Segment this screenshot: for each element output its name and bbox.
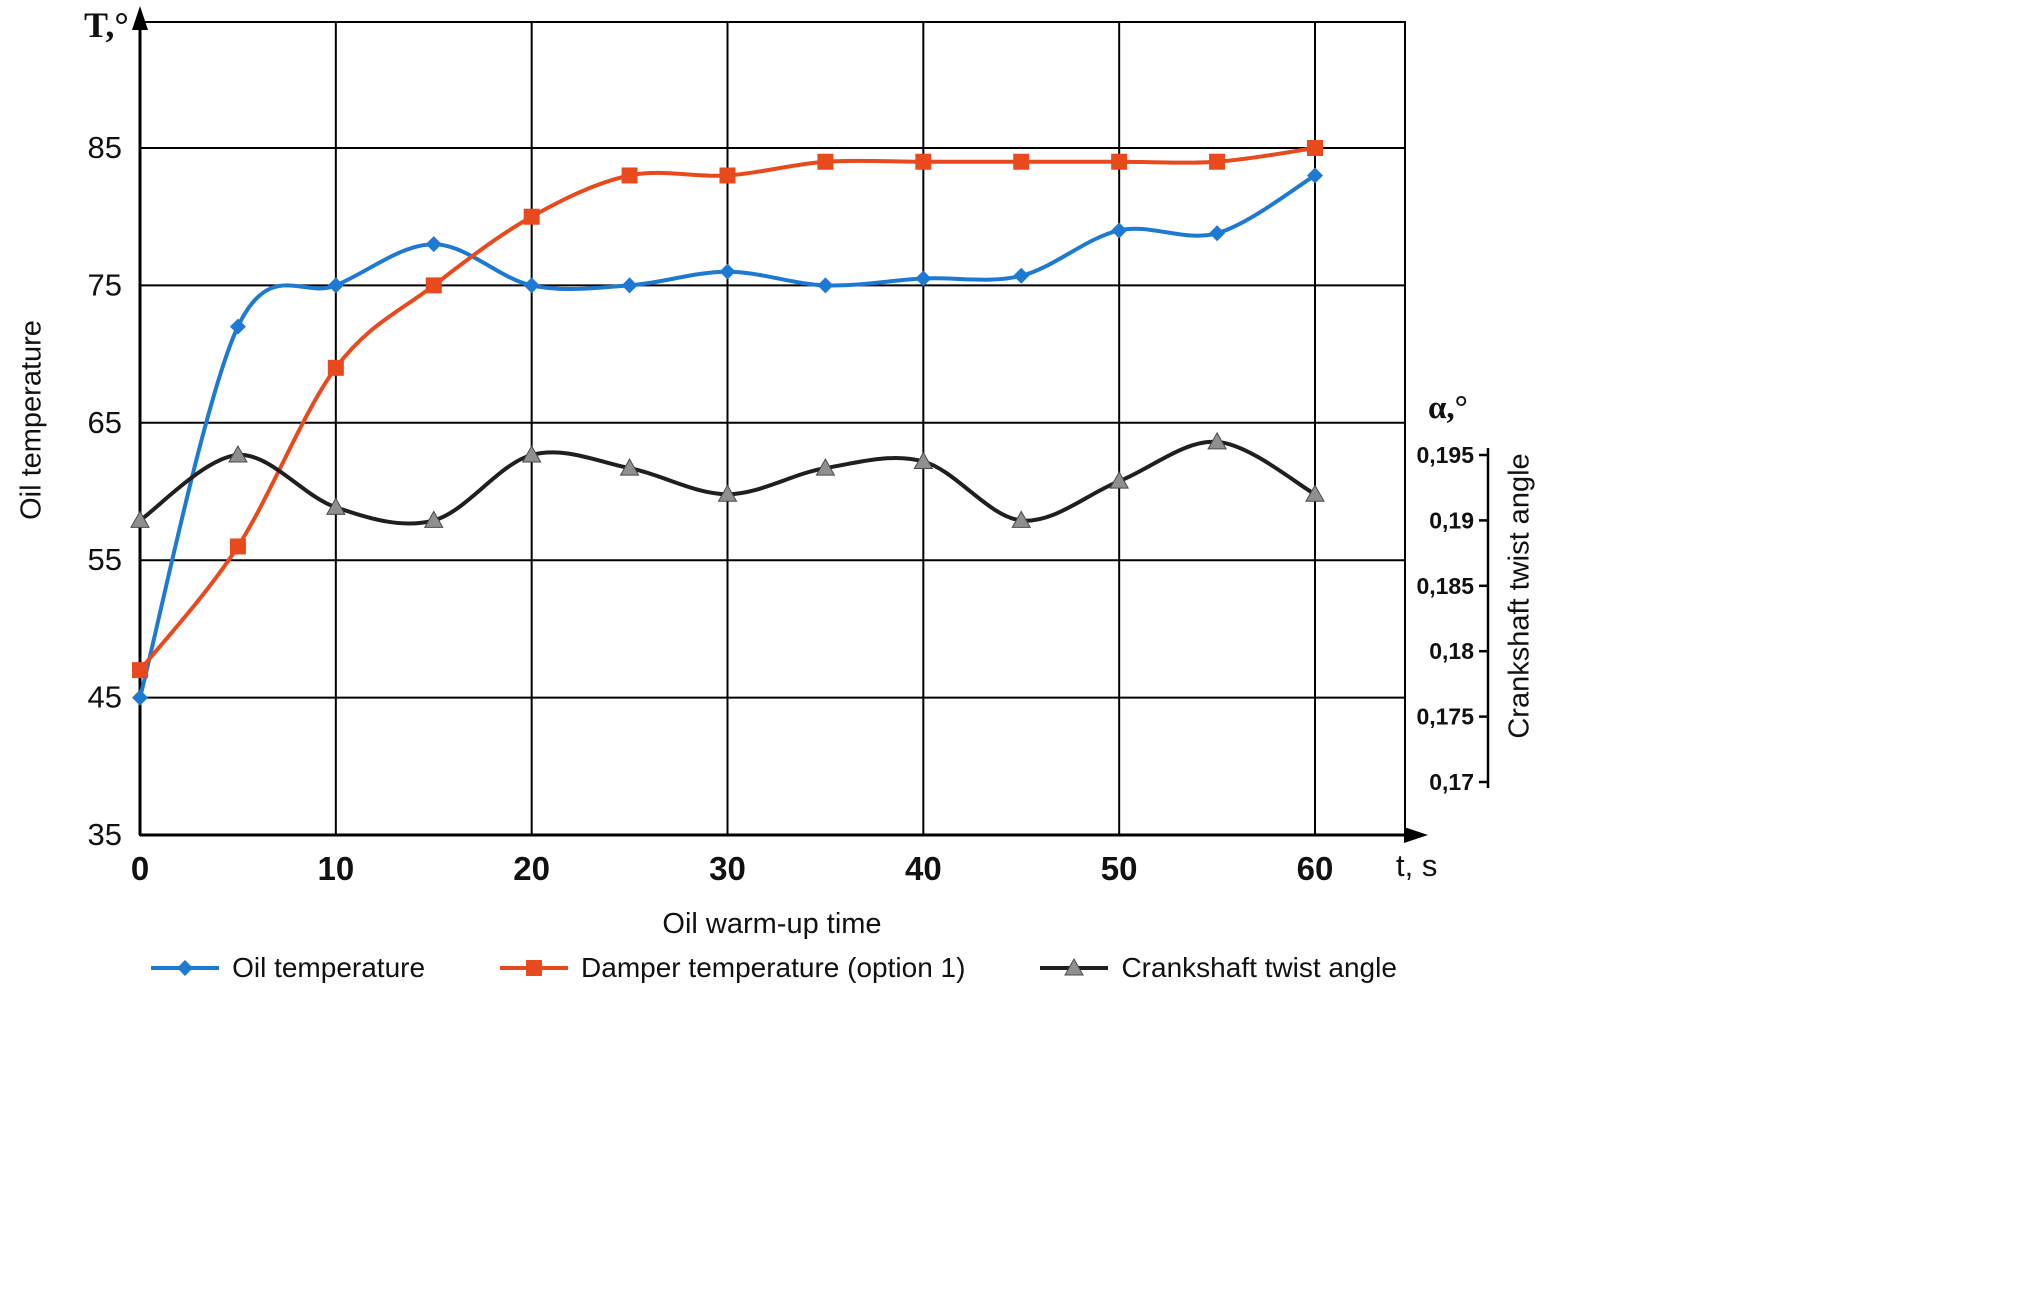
legend-label-damper-temperature: Damper temperature (option 1)	[581, 952, 966, 983]
left-axis-title: Oil temperature	[15, 320, 48, 520]
svg-text:60: 60	[1297, 850, 1334, 887]
svg-text:50: 50	[1101, 850, 1138, 887]
svg-text:45: 45	[88, 680, 122, 715]
right-axis-symbol: α,°	[1428, 390, 1468, 426]
legend-item-crankshaft-twist-angle: Crankshaft twist angle	[1037, 952, 1397, 984]
svg-text:55: 55	[88, 542, 122, 577]
legend-marker-oil-temperature	[151, 960, 220, 976]
right-axis-title: Crankshaft twist angle	[1503, 453, 1536, 739]
legend-label-crankshaft-twist-angle: Crankshaft twist angle	[1121, 952, 1397, 983]
legend-marker-crankshaft-twist-angle	[1040, 957, 1109, 976]
svg-text:0,17: 0,17	[1429, 769, 1474, 795]
legend-marker-damper-temperature	[500, 960, 569, 976]
svg-text:10: 10	[317, 850, 354, 887]
svg-text:65: 65	[88, 405, 122, 440]
svg-text:75: 75	[88, 267, 122, 302]
x-axis-symbol: t, s	[1396, 848, 1438, 883]
svg-text:0: 0	[131, 850, 149, 887]
x-axis-title: Oil warm-up time	[662, 908, 882, 940]
svg-text:85: 85	[88, 130, 122, 165]
svg-text:40: 40	[905, 850, 942, 887]
left-axis-symbol: T,°	[84, 5, 129, 45]
svg-text:0,175: 0,175	[1416, 704, 1474, 730]
legend-label-oil-temperature: Oil temperature	[232, 952, 426, 983]
legend-item-damper-temperature: Damper temperature (option 1)	[497, 952, 965, 984]
legend-item-oil-temperature: Oil temperature	[148, 952, 425, 984]
svg-text:0,19: 0,19	[1429, 507, 1474, 533]
svg-text:30: 30	[709, 850, 746, 887]
svg-text:0,18: 0,18	[1429, 638, 1474, 664]
legend: Oil temperature Damper temperature (opti…	[140, 952, 1405, 984]
svg-text:35: 35	[88, 817, 122, 852]
svg-text:20: 20	[513, 850, 550, 887]
svg-text:0,185: 0,185	[1416, 573, 1474, 599]
svg-text:0,195: 0,195	[1416, 442, 1474, 468]
